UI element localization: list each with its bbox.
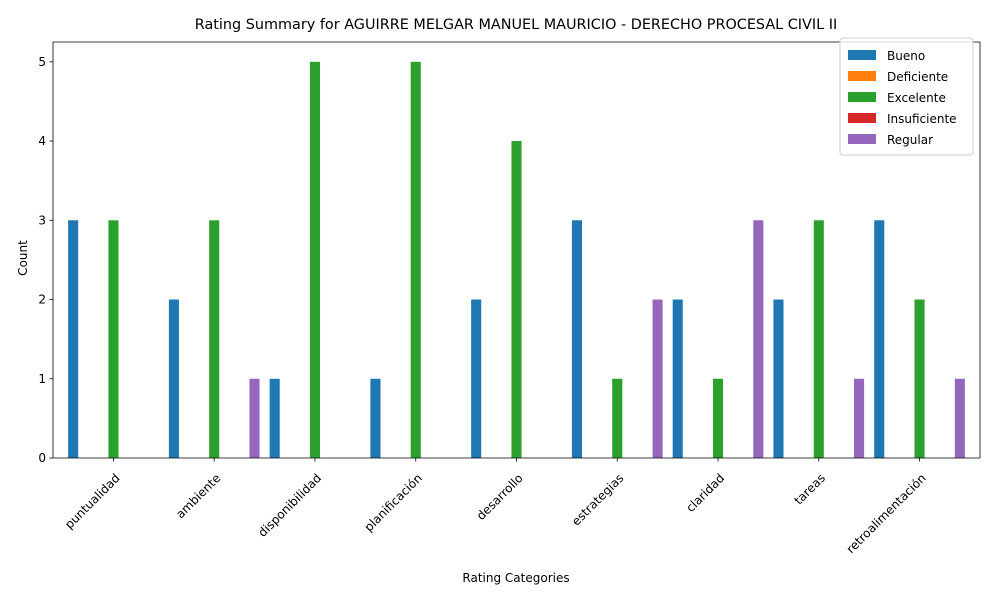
bar-excelente-3 [410, 61, 421, 459]
bar-bueno-6 [672, 299, 683, 458]
y-tick-label: 1 [38, 372, 46, 386]
x-axis-title: Rating Categories [462, 571, 569, 585]
x-tick-label: puntualidad [62, 471, 123, 532]
legend-swatch-deficiente [848, 71, 876, 81]
legend-label-deficiente: Deficiente [887, 70, 948, 84]
bar-excelente-8 [914, 299, 925, 458]
bar-regular-8 [954, 378, 965, 458]
plot-area: 0 1 2 3 4 5 puntualidad ambiente disponibilidad p… [38, 41, 981, 556]
bar-bueno-5 [571, 220, 582, 458]
bar-bueno-1 [168, 299, 179, 458]
legend-swatch-insuficiente [848, 113, 876, 123]
legend: Bueno Deficiente Excelente Insuficiente Regu… [839, 37, 974, 156]
x-tick-label: planificación [362, 471, 425, 534]
bar-regular-7 [854, 378, 865, 458]
legend-swatch-bueno [848, 50, 876, 60]
bar-excelente-6 [712, 378, 724, 458]
bar-bueno-2 [269, 378, 280, 458]
legend-box [839, 37, 974, 156]
x-tick-label: estrategias [569, 471, 626, 528]
bar-excelente-1 [209, 220, 220, 458]
y-axis-title: Count [16, 240, 30, 276]
y-tick-label: 4 [38, 134, 46, 148]
bar-bueno-8 [874, 220, 885, 458]
bar-excelente-5 [612, 378, 623, 458]
bar-bueno-0 [68, 220, 79, 458]
bar-regular-5 [652, 299, 663, 458]
bar-excelente-7 [813, 220, 824, 458]
bar-excelente-0 [108, 220, 119, 458]
x-tick-label: desarrollo [474, 471, 526, 523]
y-tick-label: 5 [38, 55, 46, 69]
bar-bueno-3 [370, 378, 381, 458]
x-tick-label: tareas [791, 471, 828, 508]
legend-swatch-regular [848, 134, 876, 144]
x-tick-label: claridad [683, 471, 727, 515]
bar-bueno-7 [773, 299, 784, 458]
bar-regular-1 [249, 378, 260, 458]
bar-excelente-4 [511, 141, 522, 459]
x-tick-label: disponibilidad [255, 471, 324, 540]
y-tick-label: 2 [38, 293, 46, 307]
x-tick-label: ambiente [173, 471, 223, 521]
y-tick-label: 0 [38, 451, 46, 465]
chart-title: Rating Summary for AGUIRRE MELGAR MANUEL… [195, 17, 837, 33]
bar-excelente-2 [309, 61, 321, 459]
bar-regular-6 [753, 220, 764, 458]
legend-label-bueno: Bueno [887, 49, 925, 63]
legend-label-regular: Regular [887, 133, 933, 147]
bar-bueno-4 [471, 299, 482, 458]
y-tick-label: 3 [38, 213, 46, 227]
legend-swatch-excelente [848, 92, 876, 102]
x-tick-label: retroalimentación [844, 471, 929, 556]
legend-label-excelente: Excelente [887, 91, 946, 105]
legend-label-insuficiente: Insuficiente [887, 112, 957, 126]
